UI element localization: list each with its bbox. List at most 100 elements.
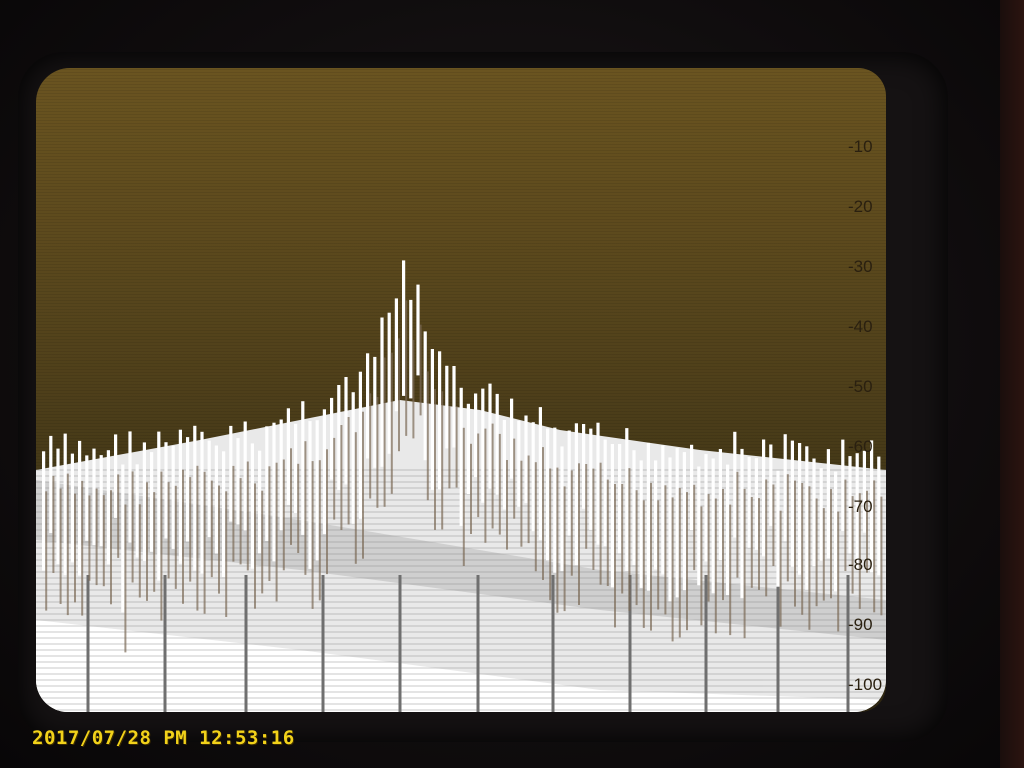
spectral-line-shadow — [830, 489, 832, 599]
spectral-line — [711, 458, 715, 594]
spectral-line — [474, 393, 478, 478]
spectral-line — [762, 439, 766, 557]
spectral-line-shadow — [714, 498, 717, 634]
spectral-line — [423, 331, 427, 461]
spectral-line-shadow — [326, 449, 328, 575]
spectral-line — [754, 458, 758, 550]
spectral-line-shadow — [347, 417, 350, 525]
spectral-line-shadow — [66, 473, 69, 616]
spectral-line-shadow — [441, 391, 444, 530]
spectral-line — [783, 434, 787, 542]
spectral-line-shadow — [59, 488, 62, 604]
spectral-line-shadow — [599, 462, 602, 585]
background-edge — [1000, 0, 1024, 768]
spectral-line-shadow — [311, 461, 314, 609]
spectral-line-shadow — [203, 471, 206, 614]
spectral-line-shadow — [434, 389, 436, 530]
spectral-line-shadow — [52, 475, 55, 573]
spectral-line — [351, 392, 355, 524]
spectral-line — [798, 443, 802, 575]
spectral-line-shadow — [700, 506, 703, 626]
spectral-line — [178, 429, 182, 564]
spectral-line-shadow — [549, 468, 552, 601]
spectral-line — [308, 421, 312, 569]
spectral-line-shadow — [153, 492, 156, 592]
spectral-line — [452, 366, 456, 448]
spectral-line-shadow — [426, 371, 429, 501]
spectral-line-shadow — [520, 460, 523, 547]
spectral-line — [265, 426, 269, 541]
spectral-line-shadow — [772, 484, 775, 566]
spectral-line-shadow — [174, 485, 177, 589]
spectral-line-shadow — [621, 484, 624, 594]
spectral-line-shadow — [124, 504, 127, 653]
spectral-line — [661, 445, 665, 575]
spectral-line — [510, 398, 514, 479]
spectral-line — [834, 471, 838, 592]
spectral-line — [582, 424, 586, 509]
spectral-line-shadow — [369, 393, 372, 499]
spectral-line-shadow — [635, 490, 638, 606]
spectral-line-shadow — [318, 460, 321, 601]
spectral-line-shadow — [167, 482, 170, 579]
spectral-line-shadow — [88, 495, 91, 581]
spectral-line-shadow — [225, 491, 228, 617]
spectral-line-shadow — [470, 443, 472, 534]
spectral-line — [639, 460, 643, 588]
spectral-line — [574, 423, 578, 565]
spectral-line-shadow — [671, 497, 674, 642]
spectral-line-shadow — [102, 495, 105, 587]
spectral-line — [394, 298, 398, 412]
spectral-line-shadow — [390, 352, 393, 494]
spectral-line — [121, 464, 125, 613]
spectral-line — [70, 453, 74, 563]
spectral-line — [560, 446, 564, 572]
spectral-line-shadow — [484, 428, 487, 543]
spectral-line — [337, 385, 341, 490]
spectral-line — [78, 440, 82, 576]
spectral-line-shadow — [239, 478, 242, 565]
spectral-line-shadow — [786, 474, 789, 582]
spectral-line-shadow — [527, 455, 530, 544]
spectral-line — [596, 422, 600, 545]
spectral-line-shadow — [678, 488, 681, 638]
timestamp-overlay: 2017/07/28 PM 12:53:16 — [32, 727, 295, 749]
spectral-line — [646, 442, 650, 591]
spectral-line — [63, 433, 67, 576]
spectral-line-shadow — [477, 433, 480, 518]
spectral-line — [495, 393, 499, 495]
spectral-line-shadow — [246, 461, 249, 571]
spectral-line-shadow — [45, 491, 48, 611]
spectral-line-shadow — [261, 490, 264, 594]
spectral-line — [524, 415, 528, 504]
spectral-line — [625, 428, 629, 571]
spectral-line — [466, 403, 470, 494]
spectral-line — [567, 430, 571, 536]
spectral-line-shadow — [851, 496, 854, 594]
scale-labels: -10 -20 -30 -40 -50 -60 -70 -80 -90 -100 — [848, 137, 882, 694]
spectral-line — [416, 284, 420, 376]
spectral-line — [438, 351, 442, 490]
spectral-line — [286, 408, 290, 505]
spectral-line-shadow — [297, 463, 300, 553]
spectral-line-shadow — [657, 500, 660, 610]
spectral-line — [49, 435, 53, 533]
scale-label: -80 — [848, 555, 873, 574]
spectral-line-shadow — [210, 480, 213, 578]
spectral-line — [848, 456, 852, 554]
spectral-line-shadow — [614, 484, 616, 628]
spectral-line — [150, 452, 154, 552]
spectral-line — [85, 455, 89, 541]
scale-label: -30 — [848, 257, 873, 276]
spectral-line — [826, 449, 830, 559]
spectral-line — [164, 442, 168, 539]
spectral-line-shadow — [448, 405, 451, 489]
spectral-line — [99, 455, 103, 547]
spectral-line-shadow — [873, 480, 876, 613]
spectral-line — [315, 420, 319, 561]
spectral-line-shadow — [837, 511, 840, 632]
spectral-line-shadow — [808, 486, 811, 630]
spectral-line-shadow — [218, 485, 220, 594]
spectral-line — [128, 431, 132, 543]
